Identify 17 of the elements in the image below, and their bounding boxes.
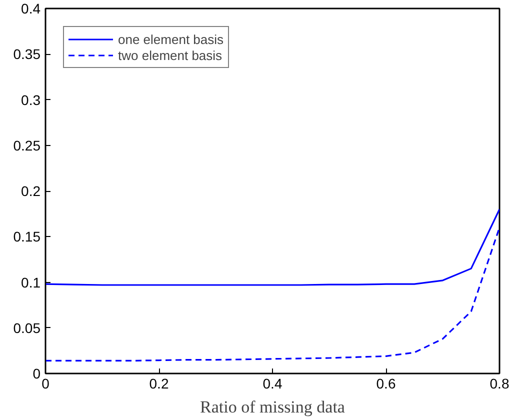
y-tick-label: 0.35 — [13, 46, 41, 62]
line-series — [46, 208, 500, 286]
y-tick-label: 0.3 — [21, 92, 41, 108]
legend-label: one element basis — [118, 31, 224, 47]
x-tick-label: 0.8 — [490, 376, 510, 392]
y-tick-label: 0.2 — [21, 183, 41, 199]
y-tick-label: 0.25 — [13, 137, 41, 154]
x-tick-label: 0.2 — [149, 376, 169, 392]
x-tick-label: 0.6 — [376, 376, 396, 392]
y-tick-label: 0.05 — [13, 320, 41, 336]
y-tick-label: 0.1 — [21, 274, 41, 290]
x-axis-title: Ratio of missing data — [200, 398, 346, 416]
y-tick-label: 0 — [32, 366, 41, 382]
y-tick-label: 0.4 — [21, 0, 41, 16]
x-tick-label: 0.4 — [262, 376, 282, 392]
legend-label: two element basis — [118, 47, 222, 63]
y-tick-label: 0.15 — [13, 228, 41, 245]
